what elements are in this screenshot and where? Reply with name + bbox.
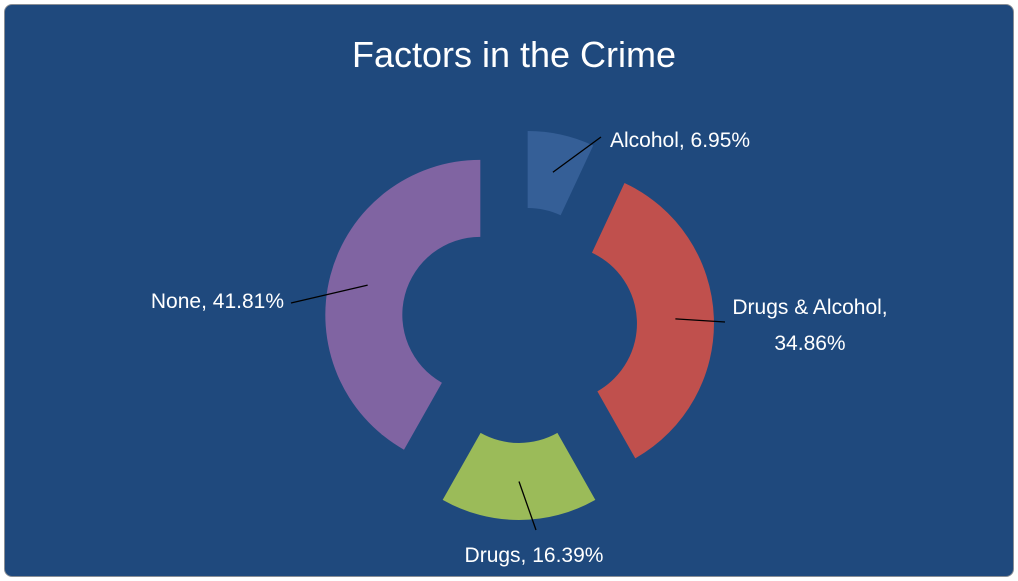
data-label-drugs-alcohol-line1: Drugs & Alcohol, <box>732 296 887 319</box>
leader-line-drugs-alcohol <box>675 318 726 323</box>
donut-chart: Factors in the Crime Alcohol, 6.95% Drug… <box>151 34 888 567</box>
donut-slice-alcohol <box>527 130 594 216</box>
leader-line-alcohol <box>552 136 602 173</box>
data-label-drugs-alcohol-line2: 34.86% <box>774 332 845 355</box>
donut-slice-drugs <box>442 432 596 520</box>
donut-slice-none <box>325 159 481 450</box>
chart-area: Factors in the Crime Alcohol, 6.95% Drug… <box>4 4 1014 577</box>
donut-slice-drugs-alcohol <box>591 182 714 459</box>
leader-line-drugs <box>518 481 537 531</box>
data-label-alcohol: Alcohol, 6.95% <box>610 129 750 152</box>
data-label-drugs: Drugs, 16.39% <box>465 544 604 567</box>
chart-title: Factors in the Crime <box>352 34 676 75</box>
data-label-none: None, 41.81% <box>151 290 284 313</box>
leader-line-none <box>290 284 368 304</box>
